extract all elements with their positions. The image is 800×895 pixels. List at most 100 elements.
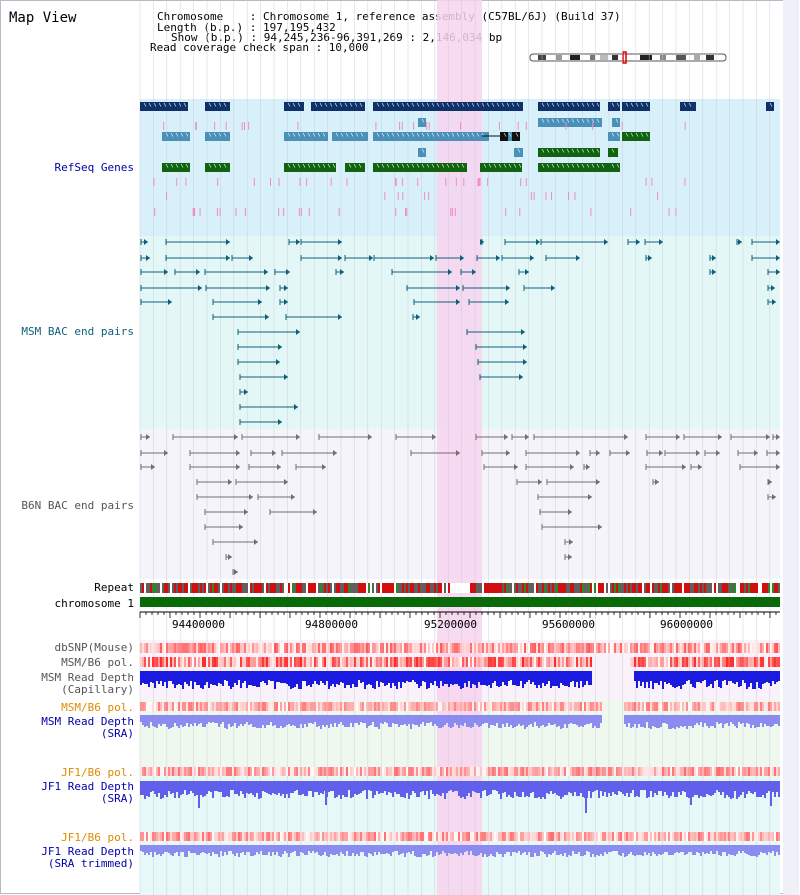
polymorphism-cell [180, 832, 182, 841]
polymorphism-cell [506, 657, 508, 667]
gene-strand-mark [297, 132, 301, 137]
polymorphism-cell [604, 767, 606, 776]
read-depth-bar [622, 781, 624, 794]
gene-strand-mark [566, 148, 570, 153]
label-msm-bac: MSM BAC end pairs [21, 325, 134, 338]
polymorphism-cell [648, 767, 650, 776]
polymorphism-cell [570, 702, 572, 711]
read-depth-bar [772, 781, 774, 792]
polymorphism-cell [640, 832, 642, 841]
polymorphism-cell [508, 832, 510, 841]
read-depth-bar [596, 781, 598, 790]
polymorphism-cell [516, 643, 518, 653]
read-depth-bar [568, 781, 570, 792]
polymorphism-cell [550, 643, 552, 653]
read-depth-bar [674, 715, 676, 729]
polymorphism-cell [220, 767, 222, 776]
gene-feature [205, 102, 230, 111]
repeat-element [262, 583, 264, 593]
polymorphism-cell [348, 643, 350, 653]
polymorphism-cell [494, 643, 496, 653]
read-depth-bar [732, 845, 734, 855]
polymorphism-cell [544, 832, 546, 841]
read-depth-bar [338, 845, 340, 856]
polymorphism-cell [466, 832, 468, 841]
gene-strand-mark [386, 163, 390, 168]
polymorphism-cell [426, 702, 428, 711]
polymorphism-cell [752, 767, 754, 776]
polymorphism-cell [682, 643, 684, 653]
polymorphism-cell [602, 832, 604, 841]
read-depth-bar [358, 781, 360, 794]
read-depth-bar [518, 845, 520, 851]
read-depth-bar [648, 845, 650, 853]
read-depth-bar [566, 845, 568, 857]
read-depth-bar [206, 845, 208, 854]
read-depth-bar [674, 781, 676, 797]
read-depth-bar [460, 715, 462, 725]
polymorphism-cell [480, 702, 482, 711]
polymorphism-cell [370, 767, 372, 776]
read-depth-bar [472, 715, 474, 727]
polymorphism-cell [532, 643, 534, 653]
gene-strand-mark [411, 163, 415, 168]
polymorphism-cell [444, 657, 446, 667]
read-depth-bar [210, 781, 212, 792]
polymorphism-cell [168, 657, 170, 667]
read-depth-bar [512, 781, 514, 798]
polymorphism-cell [700, 657, 702, 667]
read-depth-bar [486, 781, 488, 796]
read-depth-bar [392, 671, 394, 683]
read-depth-bar [744, 715, 746, 727]
polymorphism-cell [202, 643, 204, 653]
gene-feature [373, 102, 523, 111]
polymorphism-cell [546, 832, 548, 841]
read-depth-bar [738, 781, 740, 797]
read-depth-bar [528, 671, 530, 680]
polymorphism-cell [302, 832, 304, 841]
read-depth-bar [640, 781, 642, 790]
msm-bac-pair-arrow [460, 255, 464, 261]
polymorphism-cell [456, 657, 458, 667]
read-depth-bar [208, 845, 210, 853]
read-depth-bar [142, 781, 144, 795]
polymorphism-cell [484, 702, 486, 711]
repeat-element [208, 583, 210, 593]
read-depth-bar [574, 671, 576, 687]
repeat-element [604, 583, 606, 593]
polymorphism-cell [428, 832, 430, 841]
repeat-element [358, 583, 360, 593]
read-depth-bar [216, 671, 218, 686]
polymorphism-cell [764, 657, 766, 667]
polymorphism-cell [502, 657, 504, 667]
repeat-element [550, 583, 552, 593]
msm-bac-pair-arrow [448, 269, 452, 275]
read-depth-bar [668, 781, 670, 798]
repeat-element [648, 583, 650, 593]
polymorphism-cell [418, 767, 420, 776]
read-depth-bar [772, 671, 774, 681]
read-depth-bar [714, 715, 716, 728]
polymorphism-cell [626, 702, 628, 711]
read-depth-bar [570, 715, 572, 723]
read-depth-bar [766, 781, 768, 793]
gene-strand-mark [297, 163, 301, 168]
polymorphism-cell [224, 702, 226, 711]
read-depth-bar [422, 671, 424, 681]
polymorphism-cell [504, 767, 506, 776]
read-depth-bar [202, 715, 204, 727]
polymorphism-cell [528, 702, 530, 711]
read-depth-bar [544, 845, 546, 854]
gene-strand-mark [581, 118, 585, 123]
read-depth-bar [172, 715, 174, 727]
repeat-element [272, 583, 274, 593]
b6n-bac-pair-arrow [236, 450, 240, 456]
polymorphism-cell [524, 767, 526, 776]
polymorphism-cell [262, 643, 264, 653]
read-depth-bar [758, 781, 760, 797]
read-depth-bar [158, 845, 160, 854]
read-depth-bar [270, 671, 272, 681]
read-depth-bar [686, 715, 688, 729]
polymorphism-cell [194, 702, 196, 711]
